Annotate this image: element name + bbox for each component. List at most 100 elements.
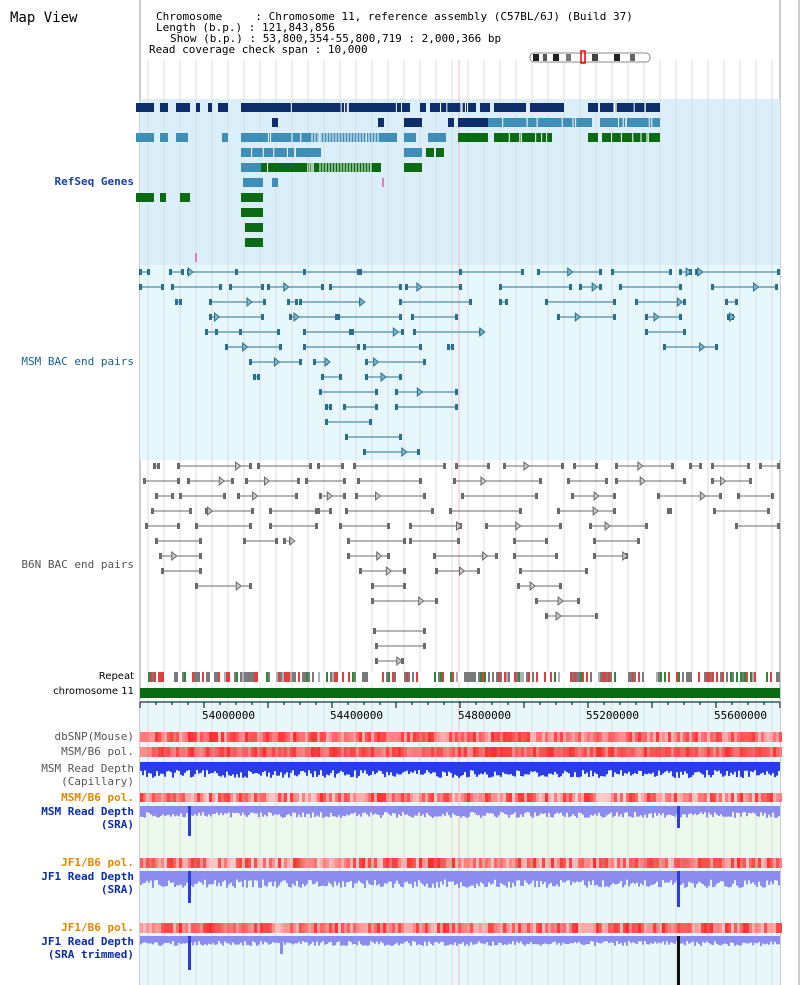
read-depth-bar [182, 762, 184, 776]
read-depth-bar [452, 762, 454, 778]
read-depth-bar [322, 806, 324, 818]
read-depth-bar [624, 871, 626, 885]
bac-end [613, 299, 616, 305]
read-depth-bar [258, 762, 260, 775]
pol-heat-cell [515, 732, 518, 742]
b6n-bac-label[interactable]: B6N BAC end pairs [21, 558, 134, 571]
read-depth-bar [748, 762, 750, 777]
read-depth-bar [572, 762, 574, 777]
repeat-mark [478, 672, 480, 682]
bac-end [269, 523, 272, 529]
read-depth-bar [328, 936, 330, 943]
read-depth-bar [338, 936, 340, 942]
read-depth-bar [446, 871, 448, 888]
bac-end [313, 359, 316, 365]
read-depth-bar [636, 936, 638, 945]
read-depth-bar [398, 871, 400, 885]
read-depth-bar [368, 806, 370, 817]
refseq-genes-label[interactable]: RefSeq Genes [54, 175, 134, 188]
read-depth-bar [630, 806, 632, 817]
bac-end [373, 628, 376, 634]
read-depth-bar [528, 871, 530, 885]
pol-heat-cell [191, 732, 194, 742]
read-depth-bar [230, 871, 232, 883]
read-depth-bar [558, 936, 560, 944]
pol-heat-cell [446, 793, 449, 802]
pol-heat-cell [458, 732, 461, 742]
read-depth-bar [764, 871, 766, 888]
pol-heat-cell [626, 858, 629, 868]
pol-heat-cell [431, 923, 434, 933]
read-depth-bar [700, 806, 702, 813]
pol-heat-cell [287, 732, 290, 742]
pol-heat-cell [584, 793, 587, 802]
read-depth-bar [302, 762, 304, 771]
pol-heat-cell [239, 793, 242, 802]
pol-heat-cell [659, 747, 662, 757]
pol-heat-cell [188, 732, 191, 742]
read-depth-bar [494, 871, 496, 880]
pol-heat-cell [752, 923, 755, 933]
pol-heat-cell [218, 732, 221, 742]
gene-exon [428, 133, 446, 142]
pol-heat-cell [533, 858, 536, 868]
read-depth-bar [158, 806, 160, 818]
read-depth-bar [400, 871, 402, 887]
pol-heat-cell [734, 793, 737, 802]
read-depth-bar [144, 806, 146, 818]
read-depth-bar [272, 806, 274, 816]
pol-heat-cell [596, 732, 599, 742]
repeat-mark [246, 672, 248, 682]
repeat-mark [420, 672, 422, 682]
read-depth-bar [514, 871, 516, 887]
bac-end [669, 269, 672, 275]
pol-heat-cell [503, 747, 506, 757]
read-depth-bar [348, 871, 350, 882]
read-depth-bar [502, 806, 504, 813]
pol-heat-cell [725, 793, 728, 802]
read-depth-bar [326, 806, 328, 817]
pol-heat-cell [752, 747, 755, 757]
read-depth-bar [212, 936, 214, 944]
repeat-mark [198, 672, 200, 682]
read-depth-bar [574, 762, 576, 773]
msm-bac-label[interactable]: MSM BAC end pairs [21, 355, 134, 368]
pol-heat-cell [773, 858, 776, 868]
pol-heat-cell [626, 923, 629, 933]
length-value: 121,843,856 [261, 21, 335, 34]
pol-heat-cell [425, 923, 428, 933]
pol-heat-cell [641, 732, 644, 742]
read-depth-bar [432, 936, 434, 946]
pol-heat-cell [716, 732, 719, 742]
read-depth-bar [372, 806, 374, 816]
read-depth-bar [766, 871, 768, 881]
read-depth-bar [260, 936, 262, 942]
bac-end [329, 508, 332, 514]
bac-end [683, 329, 686, 335]
read-depth-bar [436, 762, 438, 777]
read-depth-bar [466, 762, 468, 778]
bac-end [671, 463, 674, 469]
pol-heat-cell [149, 923, 152, 933]
bac-end [449, 508, 452, 514]
repeat-mark [444, 672, 446, 682]
repeat-mark [704, 672, 706, 682]
pol-heat-cell [563, 793, 566, 802]
repeat-mark [578, 672, 580, 682]
read-depth-bar [714, 871, 716, 887]
read-depth-bar [660, 806, 662, 816]
pol-heat-cell [455, 858, 458, 868]
read-depth-bar [732, 762, 734, 775]
read-depth-bar [702, 762, 704, 775]
read-depth-bar [292, 871, 294, 884]
read-depth-bar [232, 762, 234, 775]
read-depth-bar [742, 806, 744, 813]
pol-heat-cell [191, 923, 194, 933]
read-depth-bar [282, 871, 284, 881]
read-depth-bar [706, 806, 708, 818]
read-depth-bar [434, 936, 436, 943]
read-depth-bar [762, 806, 764, 816]
pol-heat-cell [611, 732, 614, 742]
pol-heat-cell [524, 747, 527, 757]
